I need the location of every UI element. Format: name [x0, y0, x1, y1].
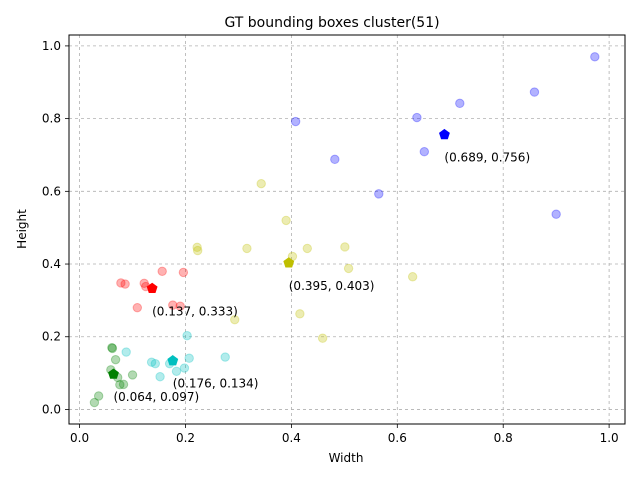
x-tick-label: 1.0 [600, 431, 619, 445]
plot-frame [68, 34, 626, 425]
data-point [281, 215, 291, 226]
centroid-label: (0.395, 0.403) [289, 279, 375, 293]
data-point [407, 272, 418, 282]
data-point [146, 357, 157, 367]
data-point [93, 391, 104, 401]
data-point [242, 243, 252, 254]
data-point [115, 380, 125, 390]
centroid-marker [146, 282, 158, 294]
centroid-label: (0.176, 0.134) [173, 377, 259, 391]
x-tick-label: 0.4 [282, 431, 301, 445]
x-tick-label: 0.0 [70, 431, 89, 445]
data-point [175, 301, 185, 311]
data-point [116, 278, 126, 288]
x-tick-label: 0.6 [388, 431, 407, 445]
data-point [121, 347, 131, 357]
centroid-label: (0.064, 0.097) [113, 390, 199, 404]
chart-title: GT bounding boxes cluster(51) [224, 15, 439, 31]
x-tick-label: 0.8 [494, 431, 513, 445]
grid-lines [69, 35, 625, 424]
data-point [155, 372, 165, 382]
x-axis-label: Width [329, 451, 364, 465]
data-point [182, 330, 192, 341]
data-point [184, 353, 194, 363]
data-point [132, 302, 143, 313]
y-axis-label: Height [15, 209, 29, 249]
data-point [340, 242, 350, 252]
data-point [220, 352, 230, 362]
data-point [590, 52, 600, 62]
y-tick-label: 1.0 [42, 39, 61, 53]
data-point [168, 300, 178, 310]
y-tick-label: 0.0 [42, 402, 61, 416]
data-point [120, 279, 130, 289]
centroid-marker [108, 368, 119, 379]
centroid-markers [108, 128, 450, 379]
data-point [89, 397, 100, 408]
centroid-marker [167, 355, 179, 366]
data-point [317, 333, 328, 343]
centroid-marker [439, 128, 450, 140]
data-point [256, 178, 266, 189]
centroid-labels: (0.689, 0.756) (0.395, 0.403) (0.137, 0.33… [113, 151, 530, 405]
data-point [455, 98, 465, 109]
data-point [127, 370, 138, 380]
data-point [107, 342, 117, 353]
data-point [139, 278, 149, 289]
centroid-marker [283, 257, 295, 268]
data-point [157, 266, 167, 277]
data-point [295, 309, 305, 319]
centroid-label: (0.689, 0.756) [444, 151, 530, 165]
y-tick-label: 0.2 [42, 330, 61, 344]
data-point [192, 245, 203, 256]
data-point [343, 263, 354, 274]
data-point [178, 267, 189, 278]
data-point [171, 366, 182, 376]
data-point [374, 189, 384, 199]
y-tick-label: 0.8 [42, 112, 61, 126]
data-point [118, 379, 129, 390]
y-tick-label: 0.4 [42, 257, 61, 271]
data-point [179, 363, 190, 373]
data-point [551, 209, 561, 219]
data-point [529, 87, 540, 97]
data-point [150, 358, 161, 369]
data-point [302, 243, 312, 254]
data-point [290, 116, 301, 127]
data-point [230, 314, 240, 325]
data-point [412, 112, 422, 123]
data-point [107, 343, 118, 354]
centroid-label: (0.137, 0.333) [152, 304, 238, 318]
data-point [419, 147, 430, 157]
data-point [110, 354, 121, 365]
axis-ticks: 0.0 0.2 0.4 0.6 0.8 1.0 0.0 0.2 0.4 0.6 0.8 1.0 [42, 39, 619, 445]
x-tick-label: 0.2 [176, 431, 195, 445]
y-tick-label: 0.6 [42, 184, 61, 198]
data-point [192, 242, 202, 253]
data-point [330, 154, 340, 165]
